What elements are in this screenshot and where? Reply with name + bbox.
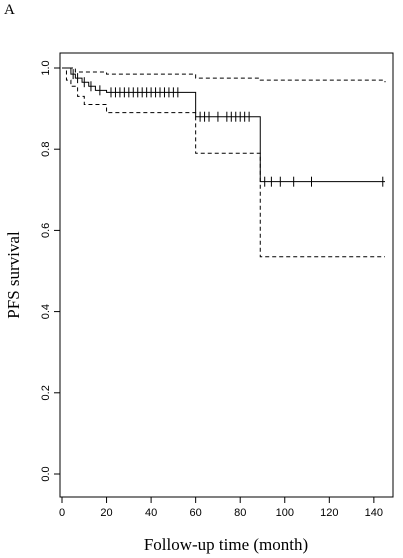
y-tick-label-4: 0.8	[40, 142, 52, 157]
x-axis-title: Follow-up time (month)	[144, 535, 308, 554]
censor-marks	[72, 69, 384, 187]
survival-curves	[62, 67, 386, 258]
y-axis-title: PFS survival	[4, 231, 23, 319]
x-tick-label-1: 20	[100, 507, 112, 519]
x-tick-label-2: 40	[145, 507, 157, 519]
x-axis-ticks: 0 20 40 60 80 100 120 140	[59, 497, 383, 519]
x-tick-label-6: 120	[320, 507, 338, 519]
x-tick-label-4: 80	[234, 507, 246, 519]
survival-curve-0	[62, 67, 385, 183]
x-tick-label-3: 60	[190, 507, 202, 519]
y-tick-label-1: 0.2	[40, 385, 52, 400]
y-tick-label-2: 0.4	[40, 304, 52, 319]
y-tick-label-0: 0.0	[40, 466, 52, 481]
y-axis-ticks: 0.0 0.2 0.4 0.6 0.8 1.0	[40, 60, 60, 482]
panel-label: A	[4, 2, 15, 18]
y-tick-label-5: 1.0	[40, 60, 52, 75]
x-tick-label-5: 100	[276, 507, 294, 519]
plot-frame	[59, 52, 394, 498]
confidence-band-curve-2	[62, 67, 385, 258]
confidence-band-curve-1	[62, 67, 386, 83]
y-tick-label-3: 0.6	[40, 223, 52, 238]
x-tick-label-7: 140	[365, 507, 383, 519]
x-tick-label-0: 0	[59, 507, 65, 519]
